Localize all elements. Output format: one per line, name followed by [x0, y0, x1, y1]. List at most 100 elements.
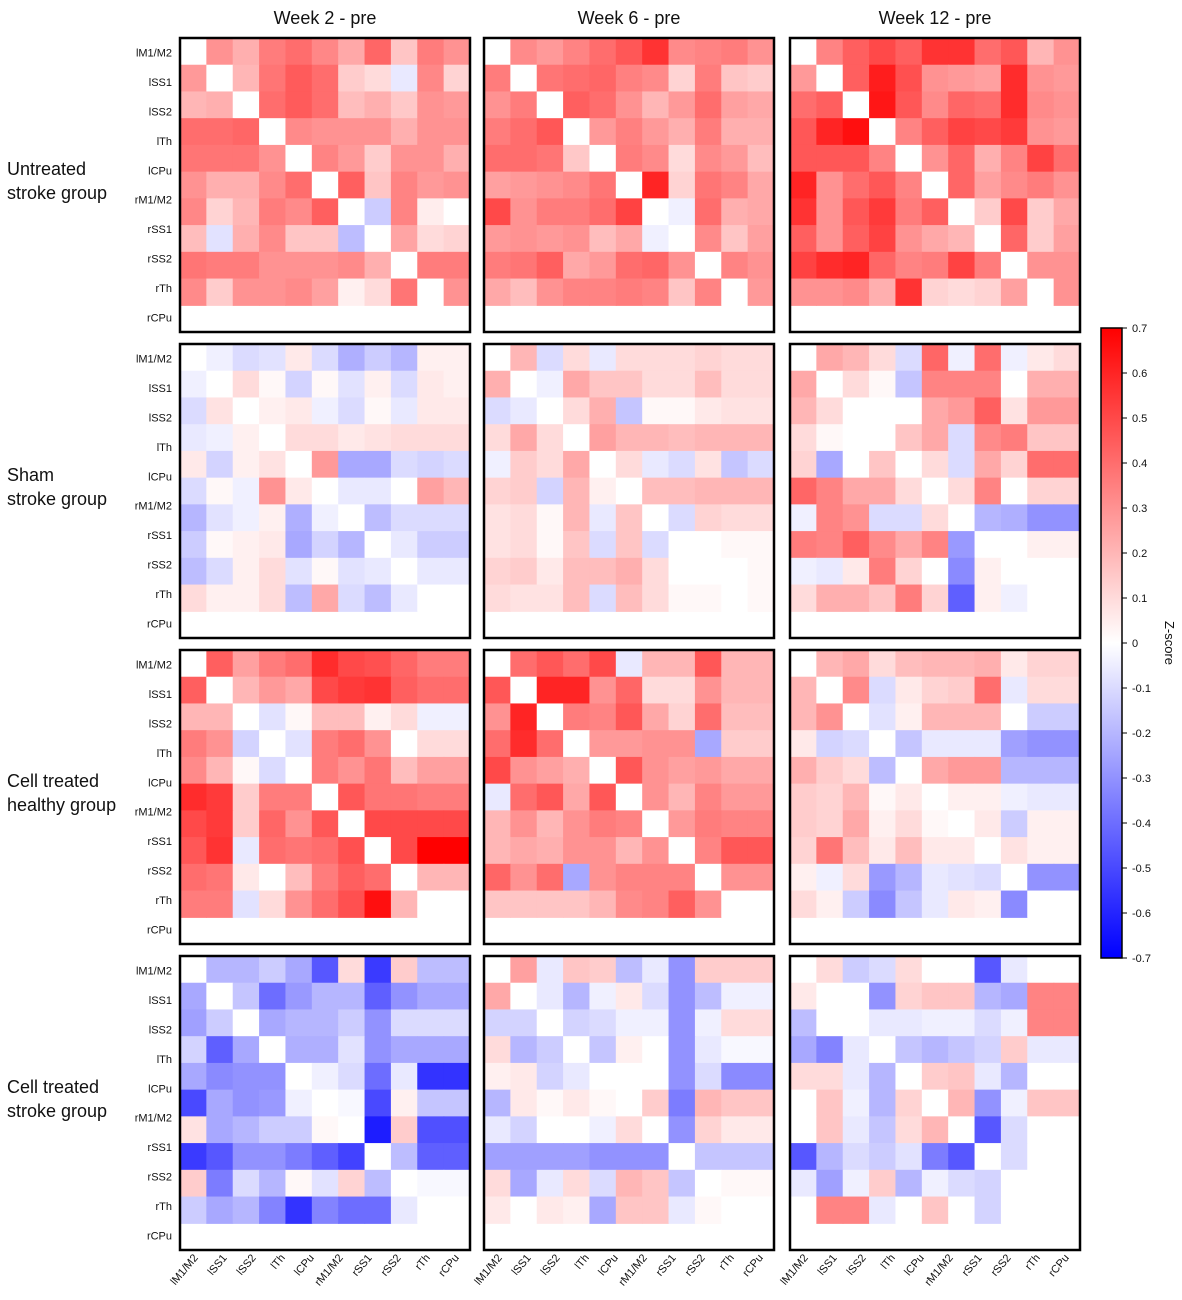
heatmap-cell	[1027, 890, 1055, 918]
heatmap-cell	[417, 144, 445, 173]
heatmap-cell	[694, 650, 722, 678]
heatmap-cell	[615, 863, 643, 892]
heatmap-cell	[338, 1009, 366, 1037]
heatmap-cell	[1053, 557, 1081, 586]
heatmap-cell	[1027, 1169, 1055, 1198]
x-tick-label: lSS1	[816, 1252, 840, 1278]
heatmap-cell	[510, 450, 538, 479]
heatmap-cell	[668, 783, 696, 811]
heatmap-cell	[974, 370, 1002, 399]
heatmap-cell	[668, 982, 696, 1011]
heatmap-cell	[642, 344, 670, 372]
x-tick-label: rSS2	[683, 1252, 708, 1278]
heatmap-cell	[510, 91, 538, 119]
heatmap-cell	[510, 1116, 538, 1144]
heatmap-cell	[1000, 890, 1028, 918]
heatmap-cell	[338, 956, 366, 984]
heatmap-cell	[816, 557, 844, 586]
heatmap-cell	[1027, 370, 1055, 399]
heatmap-cell	[974, 956, 1002, 984]
heatmap-cell	[694, 1196, 722, 1224]
heatmap-cell	[668, 676, 696, 705]
heatmap-cell	[747, 584, 775, 612]
heatmap-cell	[1053, 144, 1081, 173]
row-group-label: Cell treated	[7, 771, 99, 791]
heatmap-cell	[390, 531, 418, 559]
heatmap-cell	[259, 1143, 287, 1171]
heatmap-cell	[1053, 1089, 1081, 1117]
heatmap-cell	[1027, 251, 1055, 280]
heatmap-cell	[974, 703, 1002, 731]
heatmap-cell	[747, 557, 775, 586]
heatmap-cell	[790, 1116, 817, 1144]
heatmap-cell	[694, 504, 722, 532]
heatmap-cell	[842, 956, 870, 984]
y-tick-label: lCPu	[148, 165, 172, 177]
heatmap-cell	[417, 863, 445, 892]
y-tick-label: rTh	[156, 283, 173, 295]
heatmap-cell	[364, 557, 392, 586]
heatmap-cell	[364, 424, 392, 452]
heatmap-cell	[1053, 703, 1081, 731]
y-tick-label: rSS1	[148, 530, 172, 542]
heatmap-cell	[895, 703, 923, 731]
y-tick-label: rM1/M2	[135, 807, 172, 819]
heatmap-cell	[1053, 64, 1081, 93]
heatmap-cell	[443, 1036, 471, 1064]
heatmap-cell	[921, 278, 949, 306]
heatmap-cell	[589, 397, 617, 425]
heatmap-cell	[510, 38, 538, 66]
heatmap-cell	[259, 703, 287, 731]
heatmap-cell	[180, 198, 207, 226]
heatmap-cell	[206, 756, 234, 785]
heatmap-cell	[443, 38, 471, 66]
heatmap-cell	[921, 1036, 949, 1064]
heatmap-cell	[1053, 890, 1081, 918]
heatmap-cell	[1000, 1169, 1028, 1198]
heatmap-cell	[285, 171, 313, 199]
heatmap-cell	[721, 982, 749, 1011]
heatmap-cell	[842, 650, 870, 678]
heatmap-cell	[206, 810, 234, 838]
heatmap-cell	[390, 890, 418, 918]
heatmap-cell	[180, 1116, 207, 1144]
heatmap-cell	[1000, 531, 1028, 559]
heatmap-cell	[816, 38, 844, 66]
heatmap-cell	[338, 477, 366, 505]
heatmap-cell	[417, 1143, 445, 1171]
heatmap-cell	[842, 703, 870, 731]
heatmap-cell	[232, 650, 260, 678]
heatmap-cell	[443, 477, 471, 505]
heatmap-cell	[563, 171, 591, 199]
heatmap-cell	[285, 703, 313, 731]
heatmap-cell	[180, 225, 207, 253]
heatmap-cell	[668, 477, 696, 505]
heatmap-cell	[974, 64, 1002, 93]
heatmap-cell	[390, 450, 418, 479]
heatmap-cell	[790, 756, 817, 785]
heatmap-cell	[895, 118, 923, 146]
heatmap-cell	[721, 38, 749, 66]
heatmap-cell	[206, 837, 234, 865]
heatmap-cell	[668, 118, 696, 146]
heatmap-cell	[921, 730, 949, 758]
y-tick-label: rSS2	[148, 254, 172, 266]
heatmap-cell	[721, 890, 749, 918]
heatmap-cell	[390, 1116, 418, 1144]
heatmap-cell	[563, 118, 591, 146]
heatmap-cell	[1000, 344, 1028, 372]
heatmap-cell	[668, 584, 696, 612]
x-tick-label: lCPu	[292, 1252, 317, 1278]
x-tick-label: lSS2	[539, 1252, 563, 1278]
heatmap-cell	[694, 397, 722, 425]
heatmap-cell	[443, 1196, 471, 1224]
heatmap-cell	[536, 956, 564, 984]
heatmap-cell	[921, 956, 949, 984]
heatmap-cell	[338, 730, 366, 758]
heatmap-cell	[311, 278, 339, 306]
heatmap-cell	[615, 504, 643, 532]
x-tick-label: rM1/M2	[923, 1252, 956, 1288]
heatmap-cell	[974, 863, 1002, 892]
heatmap-cell	[417, 424, 445, 452]
heatmap-cell	[364, 344, 392, 372]
